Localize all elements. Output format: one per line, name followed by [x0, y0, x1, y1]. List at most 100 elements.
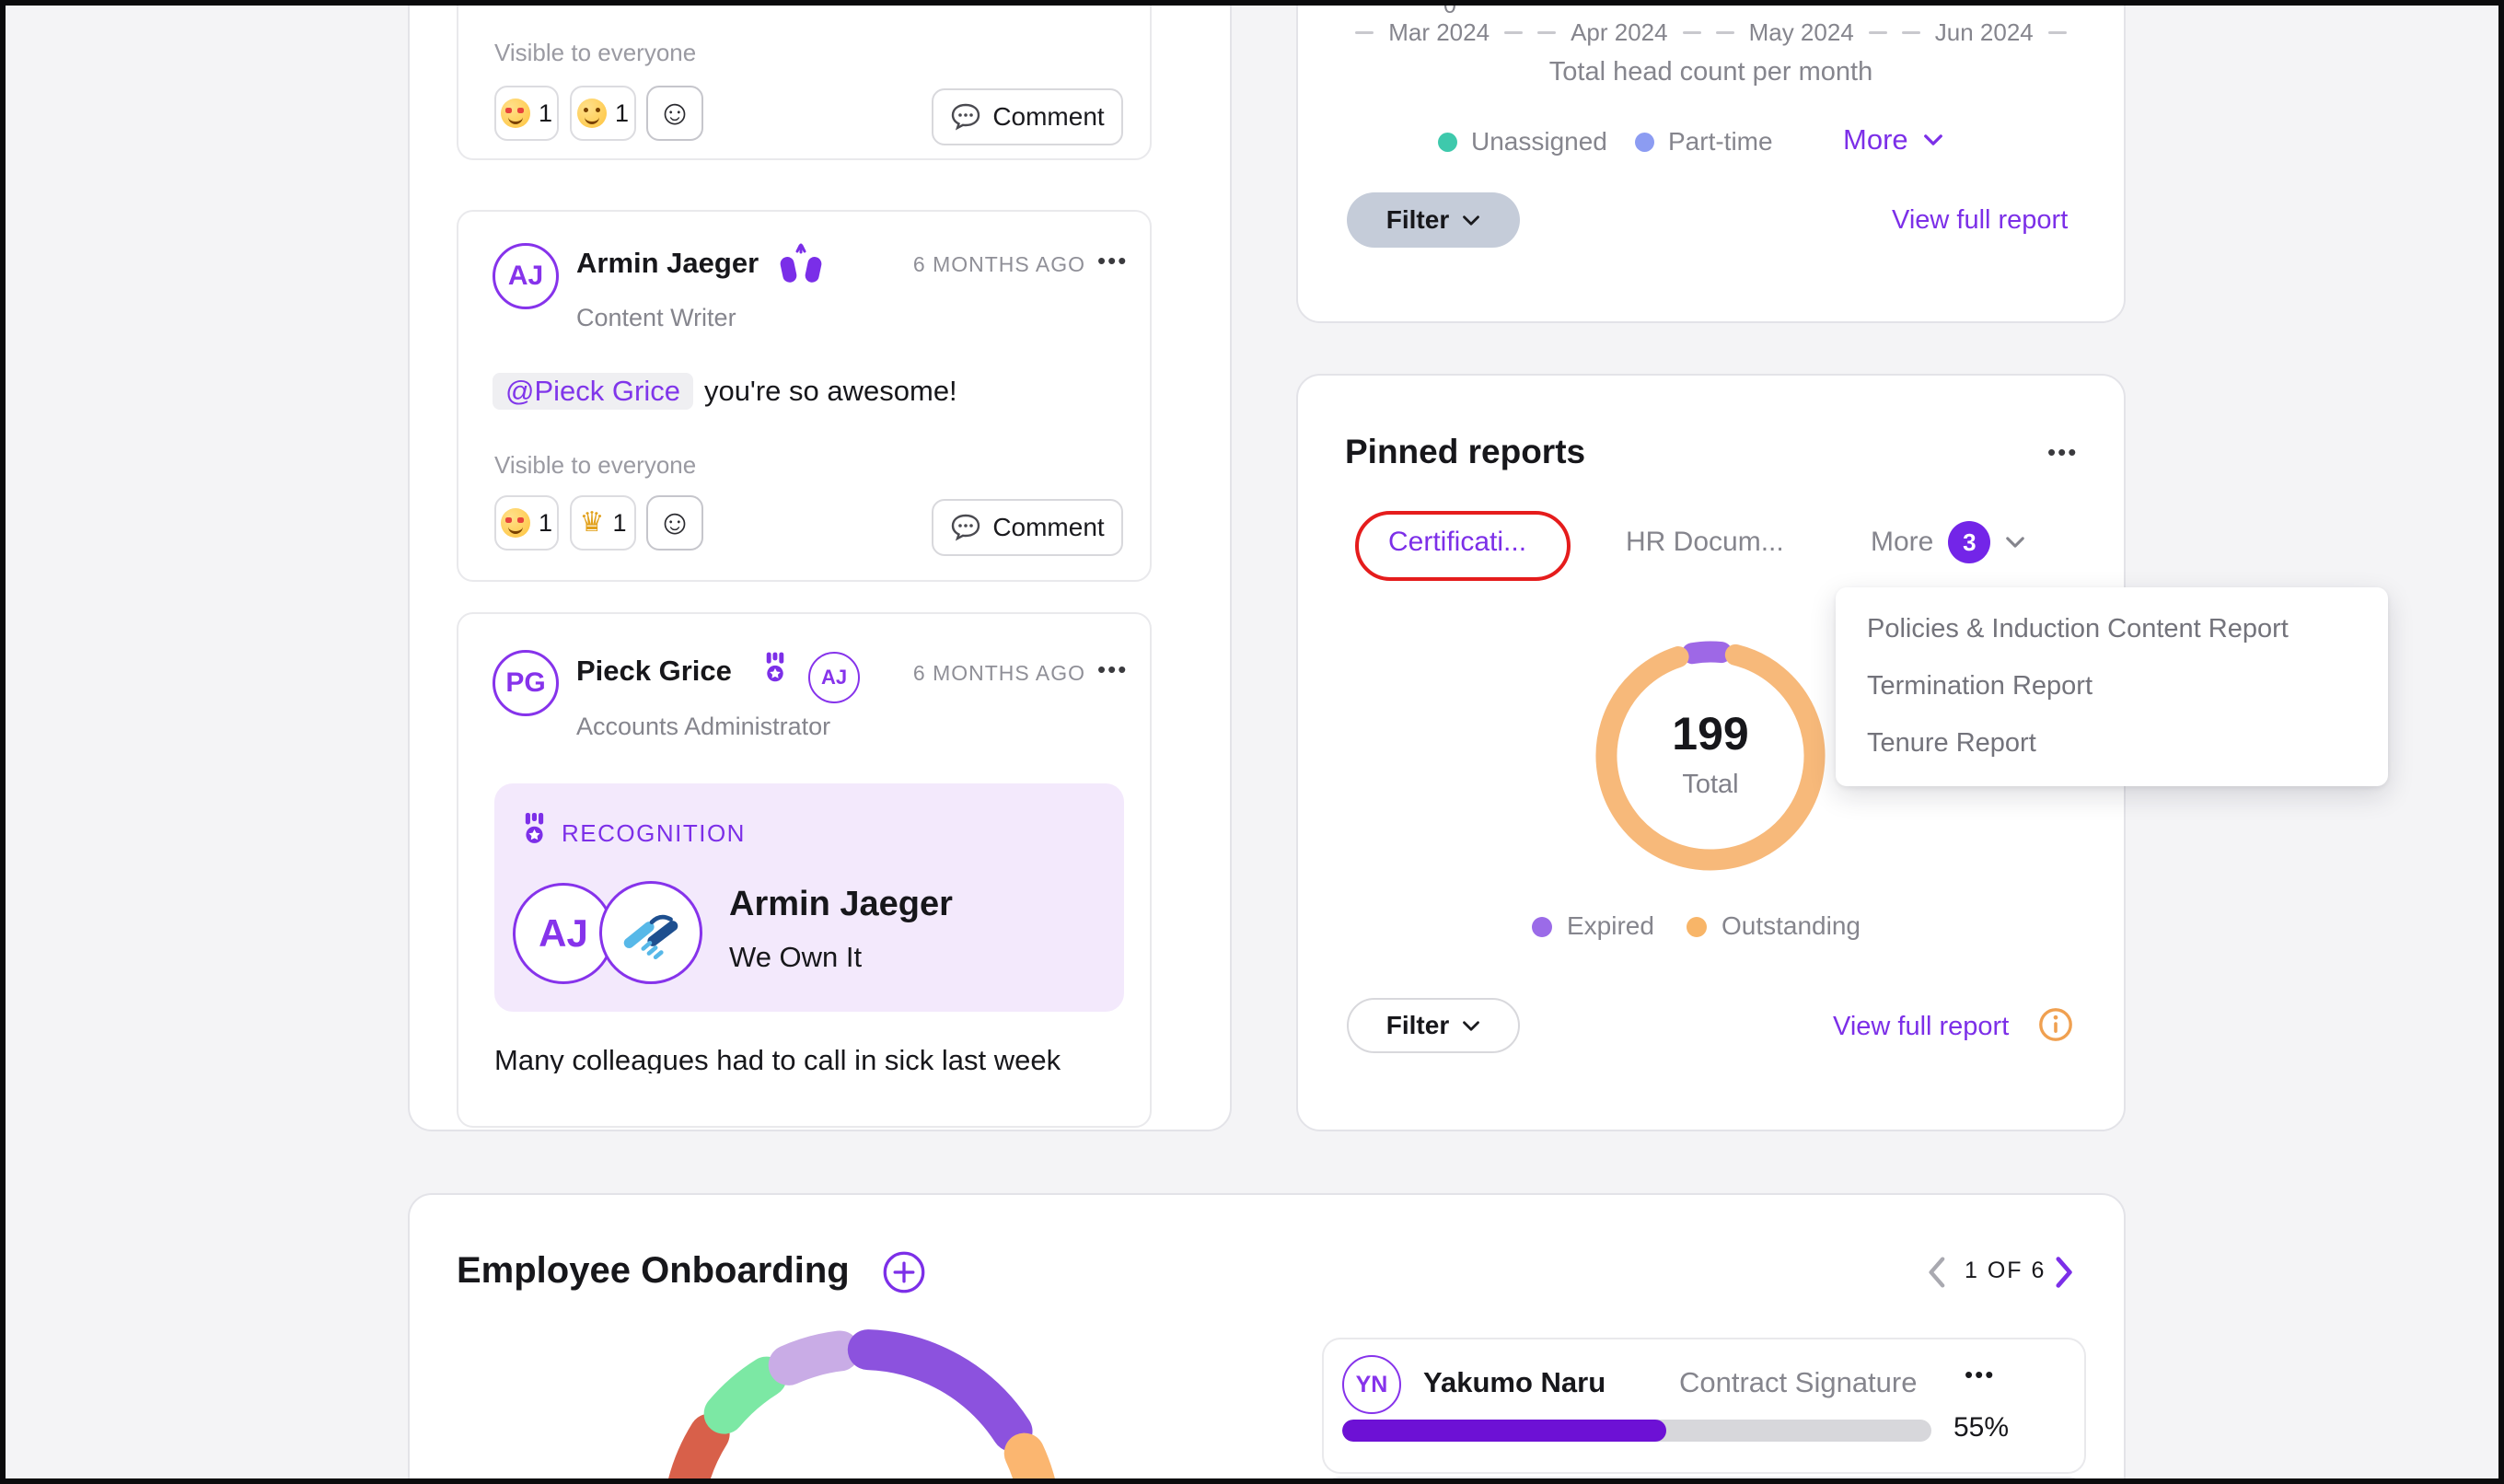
comment-button[interactable]: Comment	[932, 88, 1123, 145]
recognition-award-badge	[599, 881, 702, 984]
post-body-clipped: Many colleagues had to call in sick last…	[494, 1044, 1061, 1073]
legend-dot-unassigned	[1438, 133, 1457, 152]
mention-link[interactable]: @Pieck Grice	[493, 373, 693, 410]
more-count-badge: 3	[1948, 521, 1991, 563]
add-reaction-icon	[657, 96, 693, 131]
x-axis-label: Jun 2024	[1934, 18, 2034, 46]
crown-emoji	[580, 509, 605, 538]
reaction-chip[interactable]: 1	[494, 495, 559, 551]
card-title: Pinned reports	[1345, 433, 1586, 470]
comment-bubble-icon	[952, 514, 980, 541]
tab-more[interactable]: More 3	[1871, 521, 2025, 563]
visibility-label: Visible to everyone	[494, 39, 697, 66]
axis-tick	[1504, 31, 1524, 34]
post-timestamp: 6 MONTHS AGO	[912, 661, 1085, 685]
heart-eyes-emoji	[500, 508, 530, 538]
tab-certifications[interactable]: Certificati...	[1388, 527, 1527, 557]
axis-tick	[1715, 31, 1734, 34]
x-axis-label: May 2024	[1748, 18, 1854, 46]
comment-button[interactable]: Comment	[932, 499, 1123, 556]
progress-percent-label: 55%	[1953, 1412, 2010, 1443]
card-menu-button[interactable]: •••	[2047, 438, 2079, 466]
comment-button-label: Comment	[992, 102, 1105, 131]
progress-bar	[1342, 1420, 1931, 1442]
add-reaction-icon	[657, 505, 693, 540]
reaction-chip[interactable]: 1	[570, 86, 636, 141]
author-role: Accounts Administrator	[576, 713, 831, 740]
handshake-icon	[623, 914, 678, 960]
axis-tick	[1868, 31, 1887, 34]
more-reports-dropdown: Policies & Induction Content Report Term…	[1836, 587, 2388, 786]
reaction-count: 1	[538, 99, 553, 127]
info-icon[interactable]	[2038, 1007, 2073, 1042]
post-menu-button[interactable]: •••	[1097, 655, 1129, 683]
add-reaction-button[interactable]	[646, 495, 703, 551]
post-menu-button[interactable]: •••	[1097, 247, 1129, 274]
reaction-count: 1	[612, 508, 627, 537]
medal-icon	[766, 652, 784, 682]
employee-stage: Contract Signature	[1679, 1366, 1918, 1398]
comment-button-label: Comment	[992, 513, 1105, 541]
legend-dot-outstanding	[1687, 917, 1707, 937]
message-text: you're so awesome!	[703, 375, 957, 407]
add-icon[interactable]	[882, 1250, 926, 1294]
legend-dot-expired	[1532, 917, 1552, 937]
axis-tick	[1355, 31, 1374, 34]
post-message: @Pieck Grice you're so awesome!	[493, 366, 957, 416]
pagination-label: 1 OF 6	[1965, 1258, 2046, 1283]
donut-center-value: 199	[1672, 708, 1749, 759]
employee-name: Yakumo Naru	[1423, 1366, 1606, 1398]
legend-dot-part-time	[1635, 133, 1654, 152]
avatar[interactable]: YN	[1342, 1355, 1401, 1414]
x-axis-label: Mar 2024	[1388, 18, 1490, 46]
raised-hands-icon	[780, 243, 822, 283]
legend-more-link[interactable]: More	[1843, 123, 1943, 157]
relieved-emoji	[576, 99, 607, 128]
card-title: Employee Onboarding	[457, 1250, 850, 1291]
x-axis-labels: Mar 2024 Apr 2024 May 2024 Jun 2024	[1296, 18, 2126, 47]
view-full-report-link[interactable]: View full report	[1892, 205, 2069, 235]
medal-icon	[525, 812, 544, 843]
legend-label: Outstanding	[1722, 911, 1861, 940]
author-role: Content Writer	[576, 304, 736, 331]
avatar[interactable]: AJ	[493, 243, 559, 309]
axis-tick	[1901, 31, 1920, 34]
x-axis-label: Apr 2024	[1571, 18, 1668, 46]
legend-label: Expired	[1567, 911, 1654, 940]
post-timestamp: 6 MONTHS AGO	[912, 252, 1085, 276]
y-axis-label-fragment: 0	[1443, 6, 1471, 17]
chart-caption: Total head count per month	[1548, 57, 1873, 87]
axis-tick	[1537, 31, 1557, 34]
filter-button[interactable]: Filter	[1347, 998, 1520, 1053]
chevron-left-icon[interactable]	[1926, 1256, 1946, 1289]
comment-bubble-icon	[952, 103, 980, 131]
tab-hr-documents[interactable]: HR Docum...	[1626, 527, 1784, 557]
avatar[interactable]: PG	[493, 650, 559, 716]
chevron-down-icon	[2006, 537, 2025, 548]
tagged-avatar[interactable]: AJ	[808, 652, 860, 703]
chevron-down-icon	[1463, 1020, 1480, 1031]
reaction-count: 1	[538, 508, 553, 537]
recognition-label: RECOGNITION	[562, 819, 746, 847]
view-full-report-link[interactable]: View full report	[1833, 1012, 2010, 1041]
employee-progress-card	[1322, 1338, 2086, 1474]
recognition-recipient-name: Armin Jaeger	[729, 885, 953, 923]
reaction-chip[interactable]: 1	[570, 495, 636, 551]
menu-item[interactable]: Policies & Induction Content Report	[1867, 613, 2289, 643]
chevron-right-icon[interactable]	[2055, 1256, 2075, 1289]
employee-progress-card-next	[1322, 1477, 2086, 1478]
menu-item[interactable]: Tenure Report	[1867, 727, 2036, 758]
legend-label: Unassigned	[1471, 127, 1607, 156]
heart-eyes-emoji	[500, 99, 530, 128]
reaction-chip[interactable]: 1	[494, 86, 559, 141]
recognition-recipient-avatar: AJ	[513, 883, 614, 984]
axis-tick	[1682, 31, 1701, 34]
employee-menu-button[interactable]: •••	[1965, 1361, 1996, 1388]
filter-button[interactable]: Filter	[1347, 192, 1520, 248]
menu-item[interactable]: Termination Report	[1867, 670, 2092, 701]
certifications-donut-chart	[1595, 641, 1826, 871]
visibility-label: Visible to everyone	[494, 451, 697, 479]
add-reaction-button[interactable]	[646, 86, 703, 141]
progress-fill	[1342, 1420, 1666, 1442]
